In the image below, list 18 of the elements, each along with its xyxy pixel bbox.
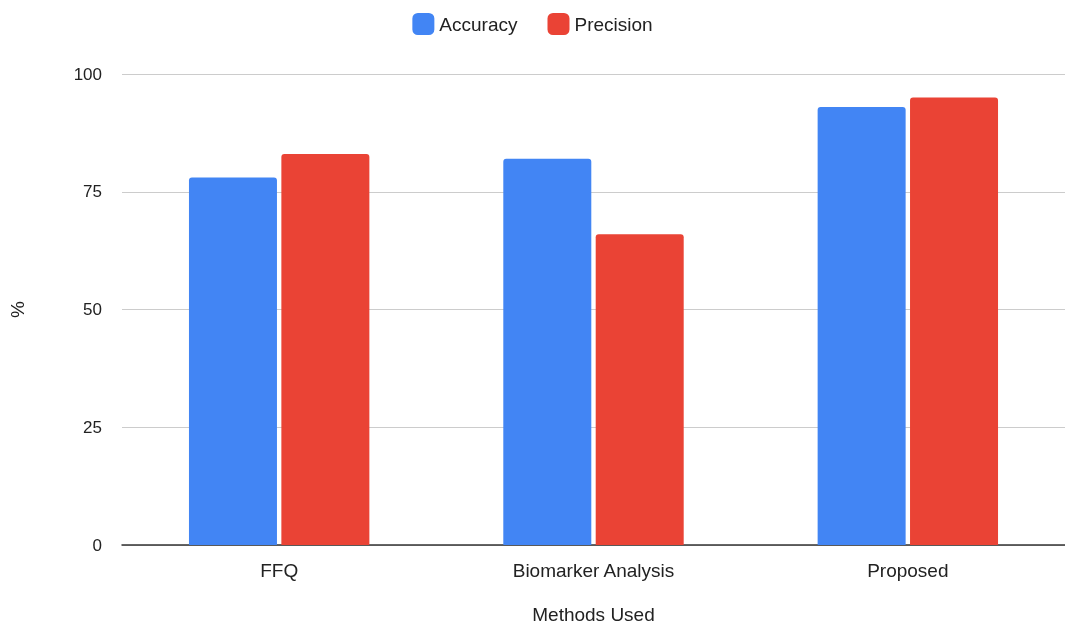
x-axis-title: Methods Used: [532, 604, 655, 625]
legend-label: Precision: [574, 13, 653, 35]
y-tick-label: 25: [83, 417, 102, 437]
bar: [503, 158, 592, 545]
y-tick-label: 75: [83, 182, 102, 202]
x-tick-label: FFQ: [260, 560, 299, 581]
legend-label: Accuracy: [439, 13, 518, 35]
y-tick-label: 0: [92, 535, 102, 555]
y-axis-title: %: [7, 300, 28, 318]
x-tick-label: Biomarker Analysis: [512, 560, 675, 581]
bar: [188, 177, 277, 545]
bar: [281, 154, 370, 545]
bar: [817, 106, 906, 545]
bar: [595, 234, 684, 545]
y-tick-label: 50: [83, 300, 102, 319]
y-tick-label: 100: [73, 64, 102, 84]
x-tick-label: Proposed: [867, 560, 949, 581]
bar: [910, 97, 999, 545]
